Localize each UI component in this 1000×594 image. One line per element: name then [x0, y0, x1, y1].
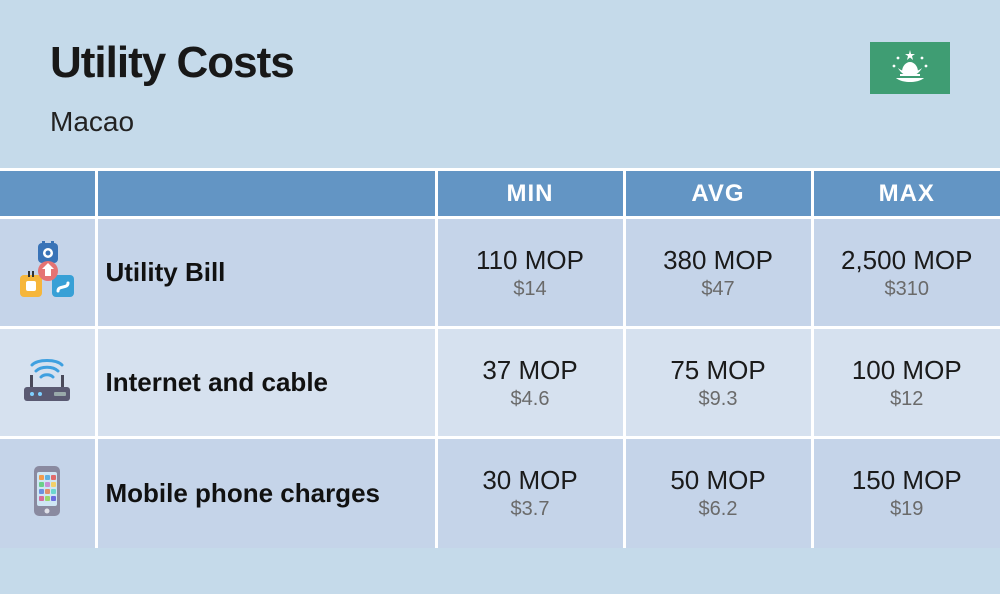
value-main: 100 MOP: [814, 355, 1000, 386]
value-main: 30 MOP: [438, 465, 623, 496]
row-name: Mobile phone charges: [96, 438, 436, 548]
col-head-blank-icon: [0, 170, 96, 218]
value-sub: $310: [814, 278, 1000, 301]
page-title: Utility Costs: [50, 38, 294, 88]
cell-min: 110 MOP $14: [436, 218, 624, 328]
value-sub: $19: [814, 498, 1000, 521]
value-main: 110 MOP: [438, 245, 623, 276]
value-main: 75 MOP: [626, 355, 811, 386]
cell-max: 2,500 MOP $310: [812, 218, 1000, 328]
row-name: Utility Bill: [96, 218, 436, 328]
cell-max: 150 MOP $19: [812, 438, 1000, 548]
value-main: 50 MOP: [626, 465, 811, 496]
lotus-icon: [888, 48, 932, 88]
value-sub: $9.3: [626, 388, 811, 411]
col-head-avg: AVG: [624, 170, 812, 218]
col-head-min: MIN: [436, 170, 624, 218]
router-icon: [0, 328, 96, 438]
table-row: Utility Bill 110 MOP $14 380 MOP $47 2,5…: [0, 218, 1000, 328]
value-main: 150 MOP: [814, 465, 1000, 496]
value-sub: $14: [438, 278, 623, 301]
cell-avg: 380 MOP $47: [624, 218, 812, 328]
utility-icon: [0, 218, 96, 328]
cell-max: 100 MOP $12: [812, 328, 1000, 438]
value-main: 380 MOP: [626, 245, 811, 276]
value-sub: $6.2: [626, 498, 811, 521]
table-header-row: MIN AVG MAX: [0, 170, 1000, 218]
title-block: Utility Costs Macao: [50, 38, 294, 138]
cell-avg: 50 MOP $6.2: [624, 438, 812, 548]
value-sub: $12: [814, 388, 1000, 411]
table-row: Internet and cable 37 MOP $4.6 75 MOP $9…: [0, 328, 1000, 438]
col-head-max: MAX: [812, 170, 1000, 218]
header: Utility Costs Macao: [0, 0, 1000, 168]
phone-icon: [0, 438, 96, 548]
value-sub: $4.6: [438, 388, 623, 411]
cell-avg: 75 MOP $9.3: [624, 328, 812, 438]
table-row: Mobile phone charges 30 MOP $3.7 50 MOP …: [0, 438, 1000, 548]
value-sub: $47: [626, 278, 811, 301]
flag-macao: [870, 42, 950, 94]
value-main: 37 MOP: [438, 355, 623, 386]
cell-min: 30 MOP $3.7: [436, 438, 624, 548]
col-head-blank-name: [96, 170, 436, 218]
page-subtitle: Macao: [50, 106, 294, 138]
costs-table: MIN AVG MAX U: [0, 168, 1000, 548]
value-main: 2,500 MOP: [814, 245, 1000, 276]
cell-min: 37 MOP $4.6: [436, 328, 624, 438]
row-name: Internet and cable: [96, 328, 436, 438]
value-sub: $3.7: [438, 498, 623, 521]
